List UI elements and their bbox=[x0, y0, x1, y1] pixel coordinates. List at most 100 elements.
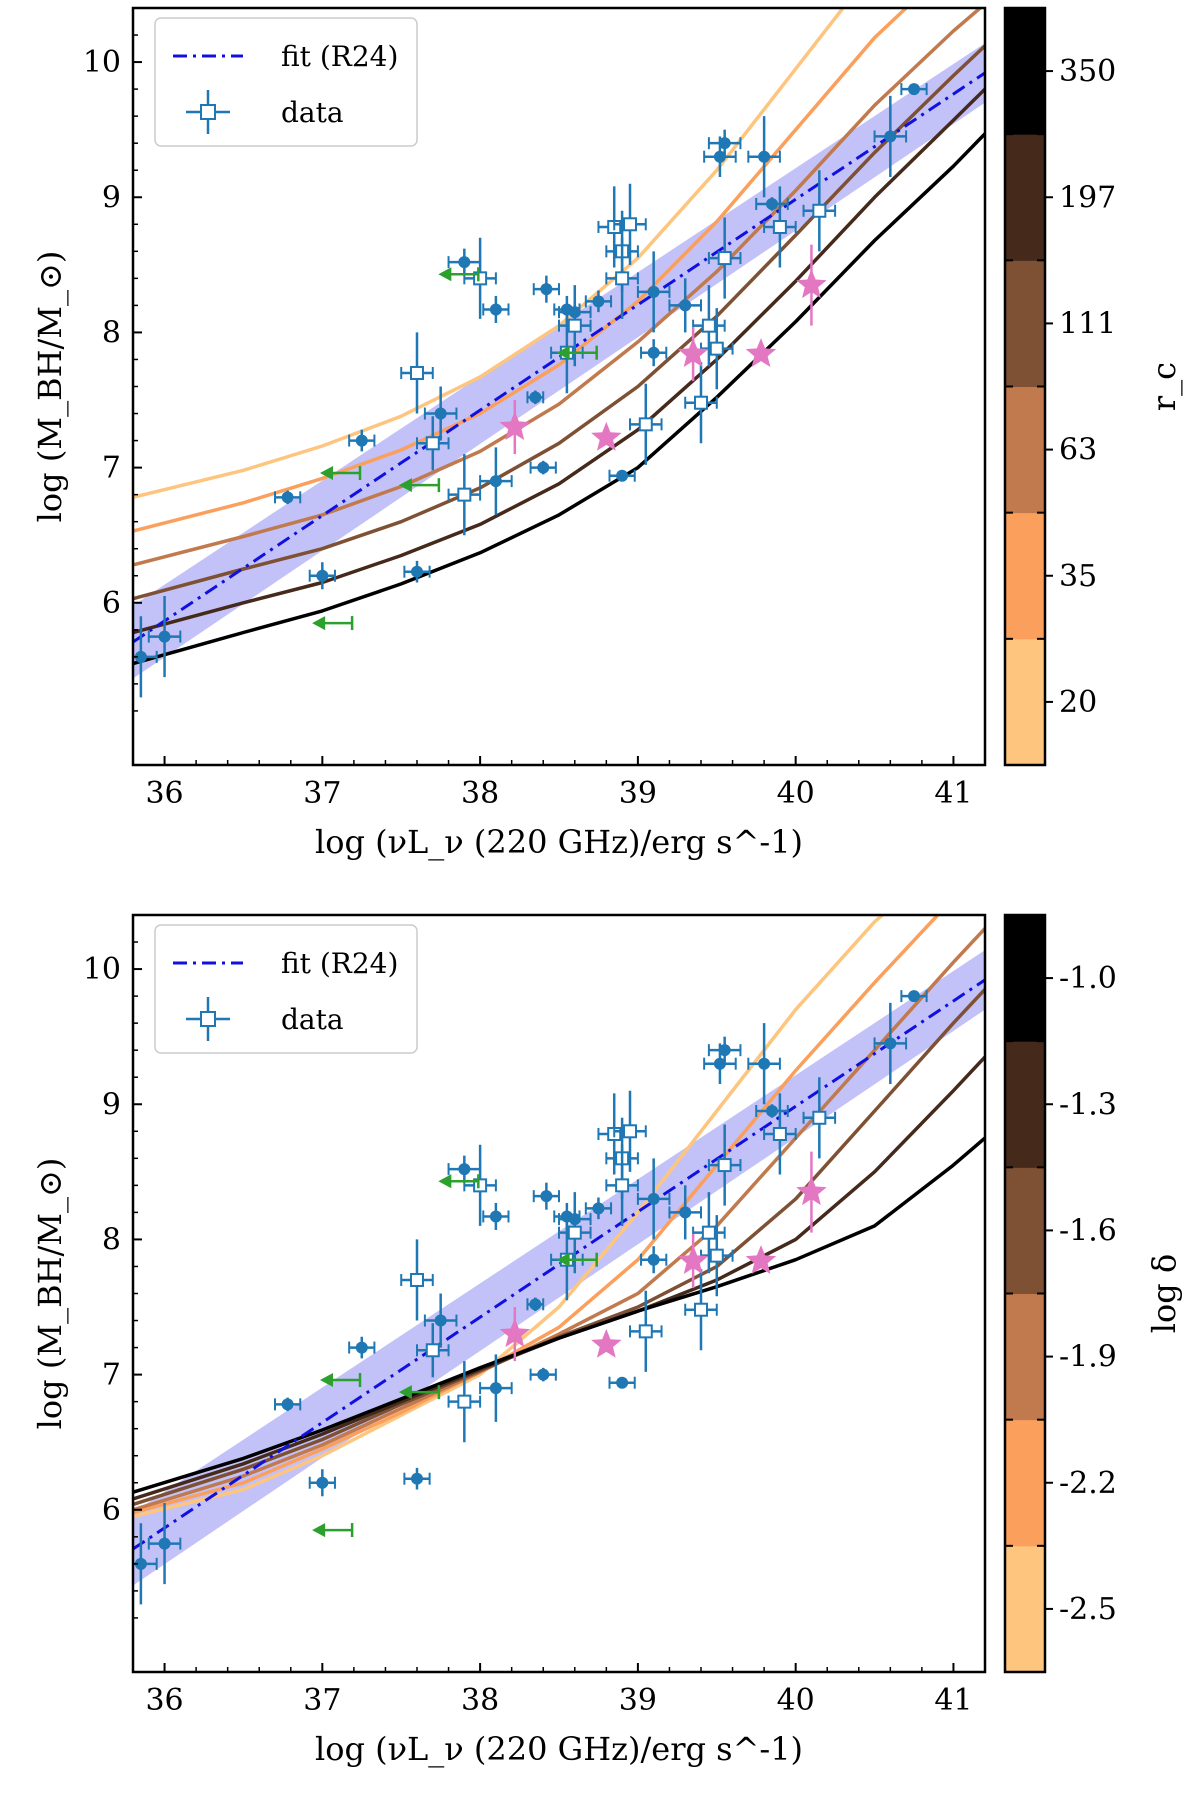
legend: fit (R24) data bbox=[154, 924, 418, 1054]
data-point-filled bbox=[403, 560, 431, 583]
model-curve-35 bbox=[133, 8, 908, 533]
colorbar-segment bbox=[1005, 1293, 1045, 1421]
data-point-filled bbox=[526, 390, 545, 405]
x-tick-label: 38 bbox=[461, 1683, 499, 1718]
upper-limit-arrow bbox=[312, 1523, 354, 1538]
star-point bbox=[499, 1307, 530, 1362]
y-tick-label: 9 bbox=[102, 1087, 121, 1122]
y-axis-label: log (M_BH/M_⊙) bbox=[31, 1158, 69, 1430]
legend-data-swatch bbox=[186, 997, 230, 1041]
y-tick-label: 6 bbox=[102, 1493, 121, 1528]
upper-limit-arrow bbox=[438, 267, 480, 282]
colorbar-tick-label: -1.9 bbox=[1059, 1340, 1117, 1375]
data-point-open bbox=[684, 362, 718, 444]
colorbar-label: r_c bbox=[1145, 362, 1183, 411]
legend-box bbox=[154, 924, 418, 1054]
data-point-filled bbox=[482, 1202, 510, 1230]
data-point-filled bbox=[747, 1023, 781, 1105]
y-tick-label: 9 bbox=[102, 180, 121, 215]
data-point-filled bbox=[608, 469, 636, 482]
legend-data-label: data bbox=[281, 96, 344, 129]
data-point-open bbox=[707, 217, 742, 299]
colorbar-segment bbox=[1005, 1419, 1045, 1547]
colorbar-segment bbox=[1005, 638, 1045, 766]
star-point bbox=[677, 327, 709, 382]
data-point-open bbox=[692, 285, 726, 367]
legend-data-label: data bbox=[281, 1003, 344, 1036]
x-axis-label: log (νL_ν (220 GHz)/erg s^-1) bbox=[315, 1730, 803, 1768]
y-tick-label: 10 bbox=[83, 45, 121, 80]
data-point-filled bbox=[147, 596, 182, 678]
data-point-open bbox=[707, 1124, 742, 1206]
colorbar-segment bbox=[1005, 1041, 1045, 1168]
data-point-open bbox=[629, 383, 663, 465]
data-point-filled bbox=[755, 1104, 789, 1118]
colorbar-tick-label: 63 bbox=[1059, 433, 1097, 468]
data-point-open bbox=[629, 1290, 663, 1372]
data-point-filled bbox=[403, 1467, 431, 1490]
star-point bbox=[745, 338, 777, 367]
data-point-open bbox=[613, 1090, 647, 1172]
colorbar-tick-label: 350 bbox=[1059, 54, 1116, 89]
x-tick-label: 40 bbox=[777, 1683, 815, 1718]
colorbar-segment bbox=[1005, 915, 1045, 1042]
legend-fit-label: fit (R24) bbox=[281, 947, 398, 980]
model-curve-197 bbox=[133, 87, 985, 635]
colorbar-segment bbox=[1005, 386, 1045, 514]
data-point-open bbox=[700, 1215, 734, 1297]
data-point-open bbox=[605, 1144, 639, 1226]
data-point-open bbox=[463, 1144, 497, 1226]
data-point-filled bbox=[423, 386, 458, 441]
data-point-filled bbox=[133, 1523, 158, 1605]
data-point-open bbox=[447, 454, 482, 536]
x-tick-label: 36 bbox=[145, 776, 183, 811]
legend-fit-label: fit (R24) bbox=[281, 40, 398, 73]
star-point bbox=[591, 1328, 622, 1358]
data-point-filled bbox=[133, 616, 158, 698]
colorbar-tick-label: 111 bbox=[1059, 306, 1116, 341]
colorbar-tick-label: 20 bbox=[1059, 685, 1097, 720]
y-tick-label: 10 bbox=[83, 952, 121, 987]
data-point-filled bbox=[584, 290, 613, 313]
x-tick-label: 37 bbox=[303, 1683, 341, 1718]
data-point-filled bbox=[274, 490, 302, 505]
data-point-filled bbox=[668, 278, 702, 333]
legend-data-swatch bbox=[186, 90, 230, 134]
data-point-filled bbox=[532, 1182, 560, 1210]
model-curve--1.0 bbox=[133, 1136, 985, 1494]
star-point bbox=[745, 1245, 777, 1274]
x-tick-label: 39 bbox=[619, 776, 657, 811]
y-tick-label: 7 bbox=[102, 1358, 121, 1393]
data-point-open bbox=[447, 1361, 482, 1443]
colorbar-tick-label: -2.5 bbox=[1059, 1592, 1117, 1627]
data-point-filled bbox=[526, 1297, 545, 1312]
y-tick-label: 8 bbox=[102, 315, 121, 350]
upper-limit-arrow bbox=[438, 1174, 480, 1189]
data-point-filled bbox=[755, 197, 789, 211]
data-point-filled bbox=[873, 1002, 908, 1084]
star-point bbox=[796, 1151, 827, 1233]
upper-limit-arrow bbox=[312, 616, 354, 631]
y-tick-label: 7 bbox=[102, 451, 121, 486]
data-point-open bbox=[416, 1323, 450, 1378]
plot-area bbox=[133, 915, 985, 1605]
star-point bbox=[499, 400, 530, 455]
data-point-filled bbox=[308, 1469, 336, 1497]
upper-limit-arrow bbox=[398, 478, 441, 493]
data-point-filled bbox=[308, 562, 336, 590]
data-point-filled bbox=[529, 460, 557, 475]
data-point-filled bbox=[479, 1354, 513, 1422]
model-curve-63 bbox=[133, 8, 983, 567]
data-point-open bbox=[613, 183, 647, 265]
model-curve--2.5 bbox=[133, 915, 886, 1519]
model-curve-20 bbox=[133, 8, 845, 499]
upper-limit-arrow bbox=[556, 345, 598, 360]
x-axis-label: log (νL_ν (220 GHz)/erg s^-1) bbox=[315, 823, 803, 861]
x-tick-label: 36 bbox=[145, 1683, 183, 1718]
data-point-filled bbox=[274, 1397, 302, 1412]
data-point-open bbox=[605, 237, 639, 319]
y-tick-label: 6 bbox=[102, 586, 121, 621]
data-point-filled bbox=[584, 1197, 613, 1220]
colorbar-segment bbox=[1005, 1545, 1045, 1673]
